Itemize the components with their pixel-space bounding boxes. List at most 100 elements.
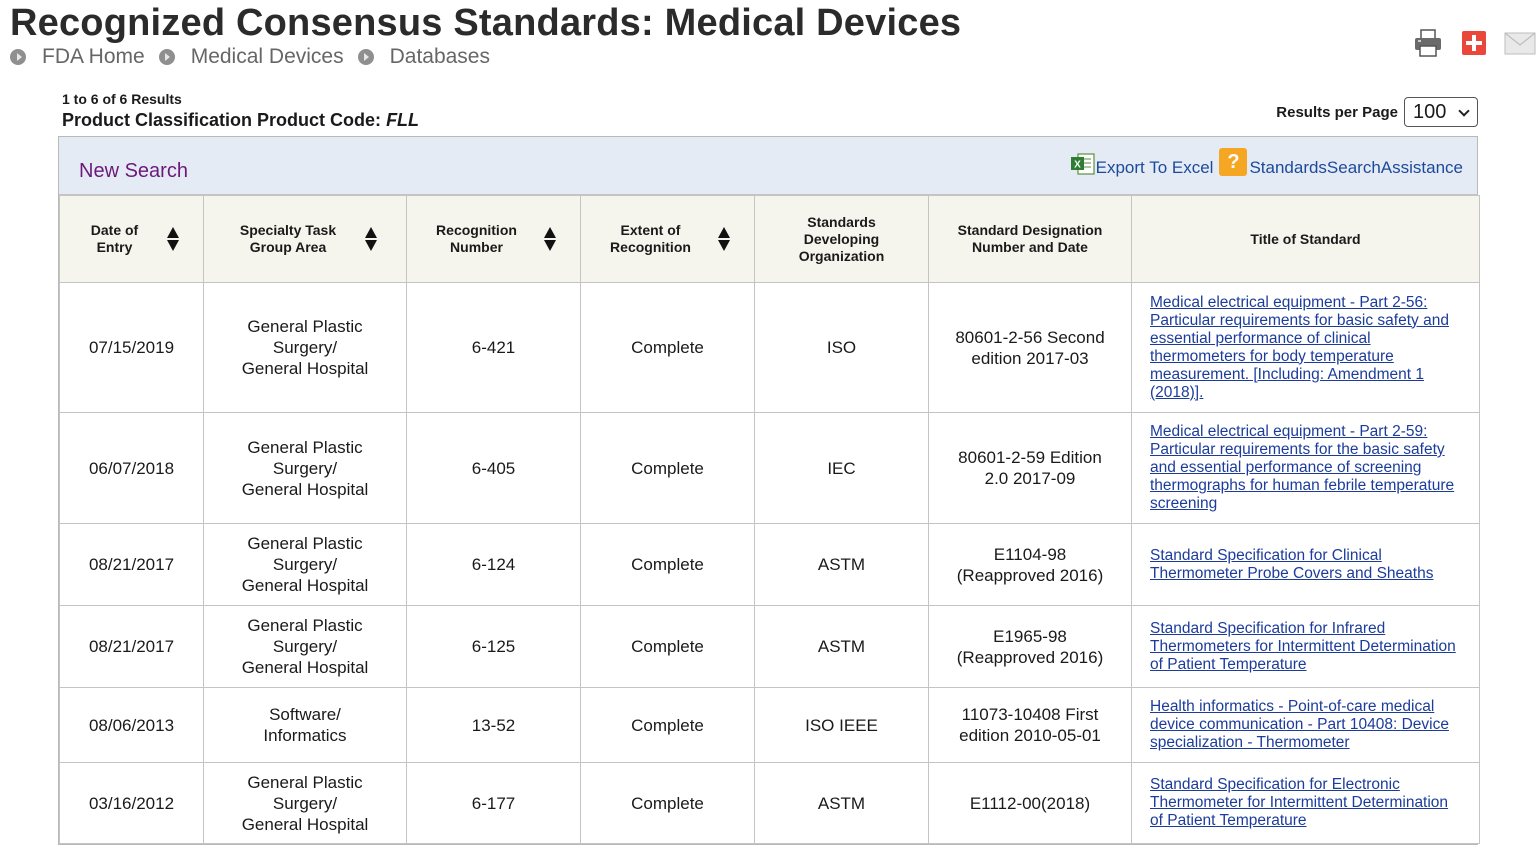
breadcrumb-link[interactable]: Databases [389, 45, 490, 68]
designation-cell: 80601-2-59 Edition 2.0 2017-09 [928, 412, 1132, 524]
area-line2: Informatics [263, 726, 347, 745]
breadcrumb-link[interactable]: Medical Devices [190, 45, 344, 68]
breadcrumb: FDA Home Medical Devices Databases [10, 45, 504, 69]
area-cell: Software/Informatics [203, 687, 407, 763]
date-cell: 08/21/2017 [59, 523, 204, 606]
designation-cell: E1104-98 (Reapproved 2016) [928, 523, 1132, 606]
recognition-cell: 6-124 [406, 523, 581, 606]
column-header-label: Title of Standard [1250, 230, 1361, 247]
extent-cell: Complete [580, 282, 755, 413]
area-line2: General Hospital [241, 479, 369, 499]
page-title: Recognized Consensus Standards: Medical … [10, 2, 962, 44]
column-header-label: Recognition Number [436, 222, 517, 255]
standard-title-link[interactable]: Standard Specification for Electronic Th… [1150, 776, 1449, 829]
organization-cell: ASTM [754, 762, 929, 844]
sort-icon[interactable] [543, 227, 556, 251]
sort-icon[interactable] [166, 227, 179, 251]
results-count: 1 to 6 of 6 Results [62, 91, 182, 107]
results-per-page-value: 100 [1413, 100, 1447, 123]
designation-cell: E1965-98 (Reapproved 2016) [928, 605, 1132, 688]
area-cell: General Plastic Surgery/General Hospital [203, 762, 407, 844]
results-per-page-label: Results per Page [1276, 103, 1398, 121]
date-cell: 08/21/2017 [59, 605, 204, 688]
breadcrumb-link[interactable]: FDA Home [42, 45, 145, 68]
area-cell: General Plastic Surgery/General Hospital [203, 412, 407, 524]
arrow-circle-icon [357, 49, 374, 65]
extent-cell: Complete [580, 687, 755, 763]
column-header-recognition[interactable]: Recognition Number [406, 195, 581, 283]
breadcrumb-item-databases[interactable]: Databases [357, 45, 490, 69]
area-line1: General Plastic Surgery/ [247, 317, 363, 357]
area-line1: General Plastic Surgery/ [247, 772, 363, 813]
table-header-row: Date of Entry Specialty Task Group Area … [59, 195, 1480, 283]
designation-cell: 11073-10408 First edition 2010-05-01 [928, 687, 1132, 763]
extent-cell: Complete [580, 605, 755, 688]
area-line2: General Hospital [241, 359, 369, 378]
designation-text: E1112-00(2018) [969, 793, 1091, 813]
standard-title-link[interactable]: Health informatics - Point-of-care medic… [1150, 698, 1449, 751]
breadcrumb-item-fda-home[interactable]: FDA Home [10, 45, 145, 69]
date-cell: 06/07/2018 [59, 412, 204, 524]
results-per-page: Results per Page 100 [1276, 97, 1478, 127]
organization-cell: ISO [754, 282, 929, 413]
column-header-title: Title of Standard [1131, 195, 1480, 283]
table-row: 07/15/2019 General Plastic Surgery/Gener… [59, 282, 1480, 413]
column-header-label: Extent of Recognition [610, 222, 691, 255]
table-row: 08/06/2013 Software/Informatics 13-52 Co… [59, 687, 1480, 763]
area-line1: General Plastic Surgery/ [247, 437, 363, 478]
designation-text: 80601-2-59 Edition 2.0 2017-09 [958, 448, 1102, 488]
standard-title-link[interactable]: Standard Specification for Infrared Ther… [1150, 619, 1456, 673]
column-header-label: Date of Entry [90, 222, 139, 255]
extent-cell: Complete [580, 412, 755, 524]
sort-icon[interactable] [365, 227, 377, 251]
recognition-cell: 13-52 [406, 687, 581, 763]
area-line1: Software/ [269, 705, 341, 724]
results-panel: New Search X Export To Excel ? St [58, 136, 1480, 845]
breadcrumb-item-medical-devices[interactable]: Medical Devices [158, 45, 344, 69]
standard-title-link[interactable]: Medical electrical equipment - Part 2-56… [1150, 293, 1449, 401]
export-to-excel-link[interactable]: X Export To Excel [1070, 152, 1213, 178]
area-line2: General Hospital [241, 576, 369, 595]
mail-icon[interactable] [1504, 28, 1536, 58]
sort-icon[interactable] [717, 227, 730, 251]
organization-cell: IEC [754, 412, 929, 524]
designation-cell: 80601-2-56 Second edition 2017-03 [928, 282, 1132, 413]
column-header-extent[interactable]: Extent of Recognition [580, 195, 755, 283]
organization-cell: ASTM [754, 523, 929, 606]
column-header-area[interactable]: Specialty Task Group Area [203, 195, 407, 283]
results-per-page-select[interactable]: 100 [1404, 97, 1478, 127]
standards-search-assistance-label: StandardsSearchAssistance [1249, 158, 1463, 177]
excel-icon: X [1070, 152, 1096, 176]
standard-title-link[interactable]: Medical electrical equipment - Part 2-59… [1150, 423, 1455, 512]
table-row: 06/07/2018 General Plastic Surgery/Gener… [59, 412, 1480, 524]
column-header-date[interactable]: Date of Entry [59, 195, 204, 283]
plus-icon[interactable] [1458, 28, 1490, 58]
area-line2: General Hospital [241, 814, 369, 834]
print-icon[interactable] [1412, 28, 1444, 58]
recognition-cell: 6-405 [406, 412, 581, 524]
chevron-down-icon [1458, 105, 1470, 117]
designation-text: 80601-2-56 Second edition 2017-03 [955, 327, 1105, 368]
title-cell: Medical electrical equipment - Part 2-59… [1131, 412, 1480, 524]
area-cell: General Plastic Surgery/General Hospital [203, 282, 407, 413]
results-table: Date of Entry Specialty Task Group Area … [59, 195, 1480, 844]
date-cell: 08/06/2013 [59, 687, 204, 763]
date-cell: 07/15/2019 [59, 282, 204, 413]
column-header-label: Specialty Task Group Area [239, 222, 337, 255]
extent-cell: Complete [580, 762, 755, 844]
column-header-designation: Standard Designation Number and Date [928, 195, 1132, 283]
standard-title-link[interactable]: Standard Specification for Clinical Ther… [1150, 546, 1434, 582]
column-header-organization: Standards Developing Organization [754, 195, 929, 283]
product-code-line: Product Classification Product Code: FLL [62, 110, 419, 131]
arrow-circle-icon [10, 49, 26, 65]
question-icon: ? [1219, 148, 1248, 176]
page-tools [1398, 28, 1536, 58]
svg-text:X: X [1074, 160, 1081, 171]
new-search-link[interactable]: New Search [79, 160, 188, 182]
table-row: 08/21/2017 General Plastic Surgery/Gener… [59, 523, 1480, 606]
arrow-circle-icon [158, 49, 175, 65]
table-row: 03/16/2012 General Plastic Surgery/Gener… [59, 762, 1480, 844]
standards-search-assistance-link[interactable]: ? StandardsSearchAssistance [1219, 148, 1463, 178]
panel-header: New Search X Export To Excel ? St [59, 137, 1477, 195]
column-header-label: Standards Developing Organization [798, 213, 885, 264]
